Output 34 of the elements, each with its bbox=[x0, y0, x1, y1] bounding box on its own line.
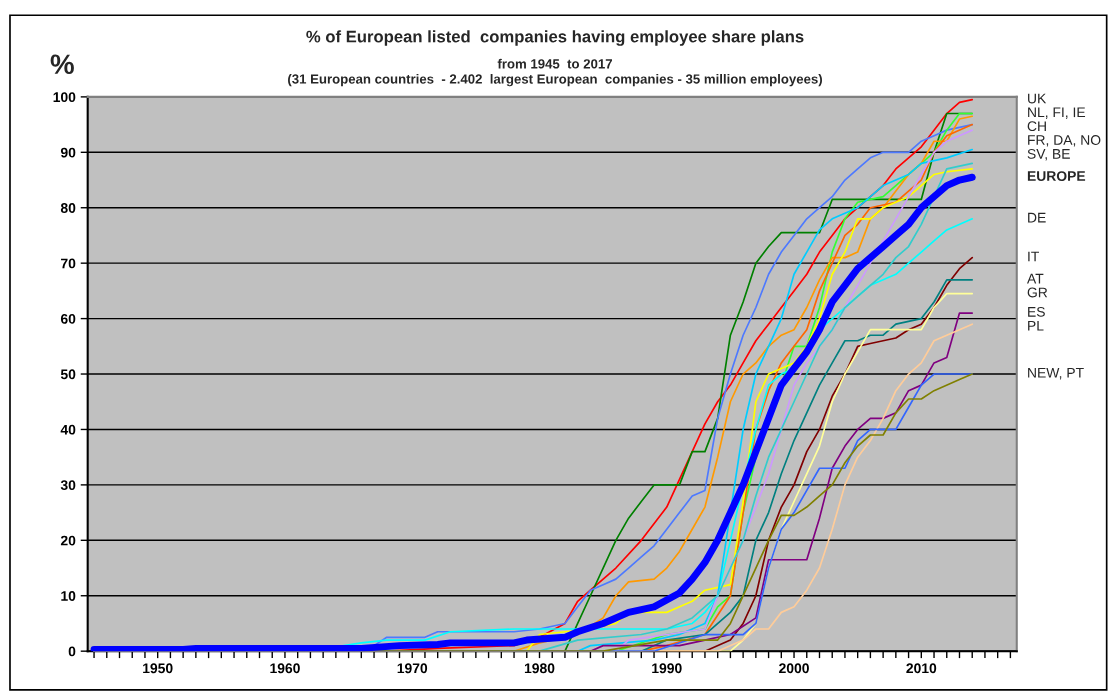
text: IT bbox=[1028, 251, 1039, 262]
x-tick-label: 1970 bbox=[397, 663, 428, 674]
text: AT bbox=[1027, 273, 1044, 284]
text: NEW, PT bbox=[1028, 368, 1084, 380]
x-tick-label: 1980 bbox=[524, 663, 555, 674]
y-tick-label: 0 bbox=[68, 646, 76, 657]
y-tick-label: 60 bbox=[60, 313, 76, 324]
text: EUROPE bbox=[1027, 171, 1086, 181]
text: FR, DA, NO bbox=[1028, 135, 1101, 147]
y-tick-label: 90 bbox=[60, 147, 76, 158]
y-tick-label: 30 bbox=[60, 480, 76, 491]
text: CH bbox=[1027, 121, 1046, 132]
x-tick-label: 1990 bbox=[652, 663, 682, 674]
y-tick-label: 50 bbox=[60, 369, 76, 380]
x-tick-label: 1950 bbox=[143, 663, 173, 674]
chart-title: % of European listed companies having employee share plans bbox=[306, 30, 804, 46]
y-tick-label: 10 bbox=[61, 591, 76, 601]
y-tick-label: 70 bbox=[61, 258, 76, 269]
text: UK bbox=[1028, 93, 1047, 104]
y-axis-title: % bbox=[50, 54, 74, 75]
y-tick-label: 100 bbox=[53, 92, 76, 103]
text: GR bbox=[1027, 287, 1048, 298]
text: DE bbox=[1028, 212, 1046, 223]
x-tick-label: 2010 bbox=[906, 663, 937, 674]
text: ES bbox=[1028, 306, 1045, 317]
y-tick-label: 40 bbox=[60, 424, 76, 435]
x-tick-label: 2000 bbox=[779, 663, 809, 674]
y-tick-label: 80 bbox=[60, 203, 76, 213]
text: SV, BE bbox=[1027, 148, 1070, 161]
text: NL, FI, IE bbox=[1028, 107, 1086, 119]
y-tick-label: 20 bbox=[60, 535, 76, 546]
chart-subtitle: from 1945 to 2017 (31 European countries - 2.402 largest European companies - 35 million employees) bbox=[288, 58, 822, 87]
x-tick-label: 1960 bbox=[270, 663, 300, 674]
text: PL bbox=[1028, 320, 1044, 331]
